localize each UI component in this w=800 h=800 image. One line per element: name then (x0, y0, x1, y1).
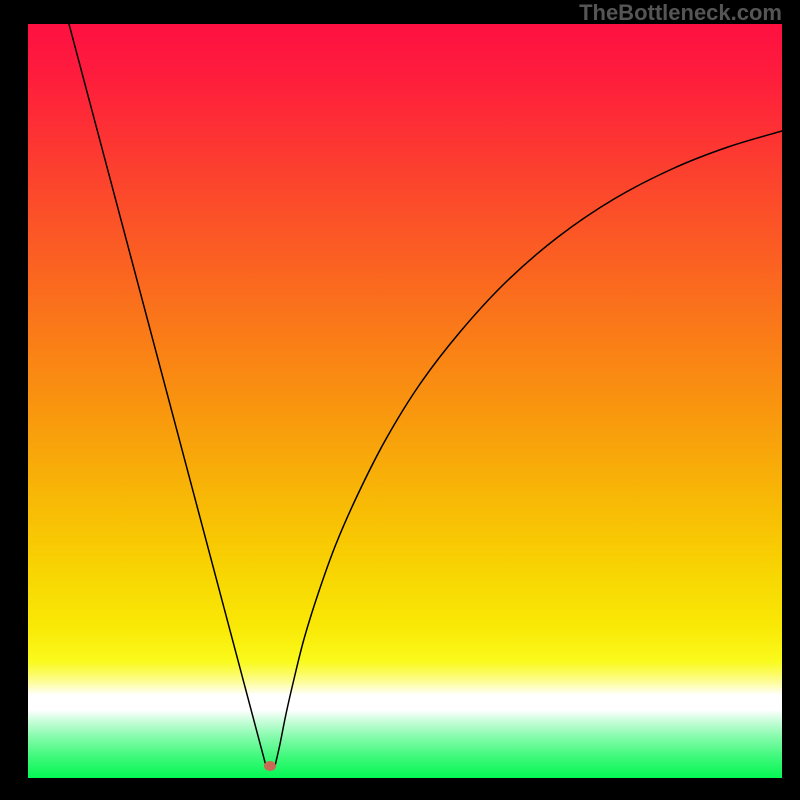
plot-area (28, 24, 782, 778)
plot-svg (28, 24, 782, 778)
watermark-text: TheBottleneck.com (579, 0, 782, 26)
gradient-background (28, 24, 782, 778)
optimal-point-marker (264, 761, 276, 771)
chart-canvas: TheBottleneck.com (0, 0, 800, 800)
